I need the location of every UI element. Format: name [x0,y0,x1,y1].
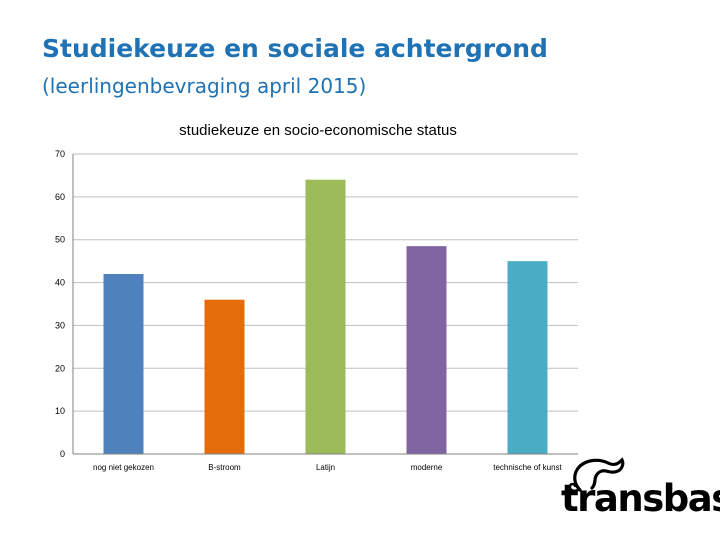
bar [507,261,548,454]
chart-title: studiekeuze en socio-economische status [179,122,457,139]
y-tick-label: 30 [55,320,65,330]
y-tick-label: 50 [55,235,65,245]
bar [305,179,346,454]
slide-subtitle: (leerlingenbevraging april 2015) [42,74,367,98]
bar [406,246,447,454]
y-tick-label: 10 [55,406,65,416]
bars [103,179,548,454]
y-tick-label: 60 [55,192,65,202]
axis-labels: 0 10 20 30 40 50 60 70 nog niet gekozen B-stroom L… [55,149,563,472]
chameleon-icon [568,457,625,492]
x-tick-label: moderne [411,463,443,472]
y-tick-label: 20 [55,363,65,373]
logo-text: transbaso [561,477,720,520]
x-tick-label: B-stroom [208,463,241,472]
y-tick-label: 70 [55,149,65,159]
axes [72,154,578,455]
y-tick-label: 0 [60,449,65,459]
bar [103,274,144,454]
y-tick-label: 40 [55,278,65,288]
x-tick-label: technische of kunst [493,463,562,472]
bar [204,299,245,454]
x-tick-label: Latijn [316,463,335,472]
x-tick-label: nog niet gekozen [93,463,154,472]
slide-title: Studiekeuze en sociale achtergrond [42,34,548,63]
